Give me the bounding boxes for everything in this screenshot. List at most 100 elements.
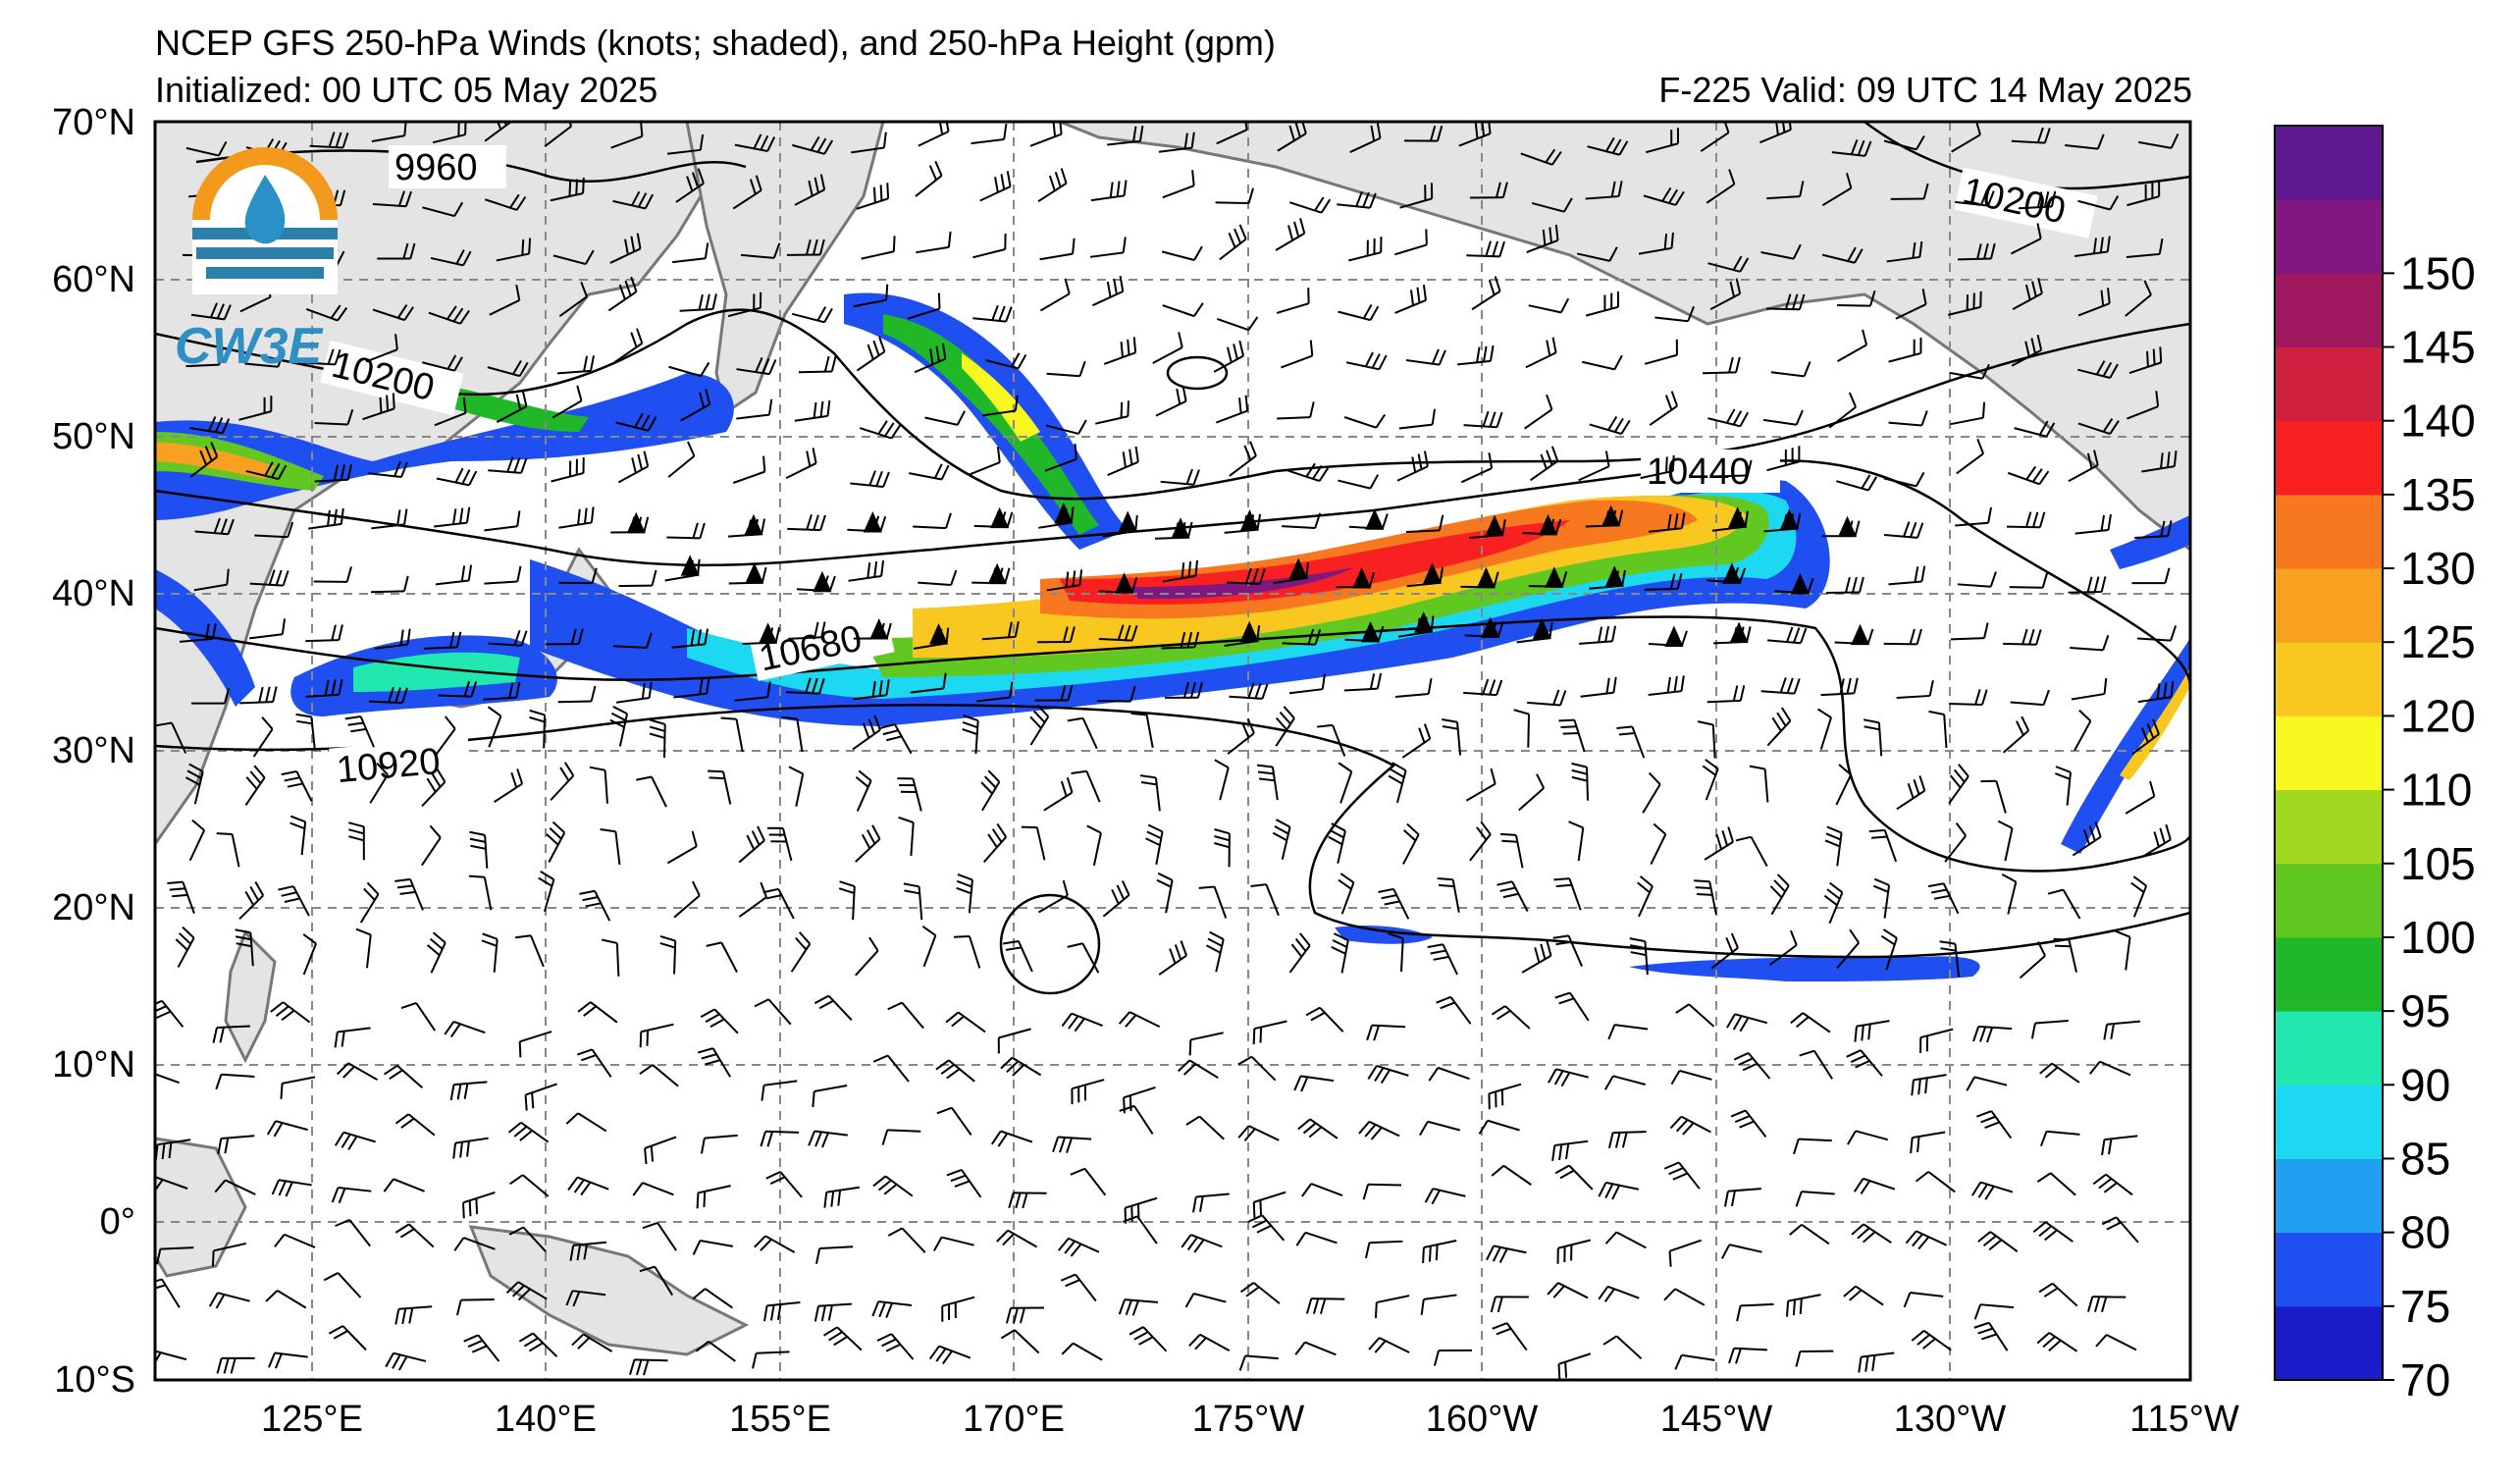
- asia-land: [155, 122, 709, 847]
- wind-barb: [680, 389, 711, 422]
- colorbar-label: 140: [2400, 396, 2476, 447]
- wind-barb: [1939, 940, 1961, 978]
- wind-barb: [434, 506, 471, 528]
- wind-barb: [859, 420, 902, 440]
- wind-barb: [1821, 515, 1861, 538]
- wind-barb: [235, 928, 254, 967]
- wind-barb: [1366, 1024, 1406, 1041]
- wind-barb: [2014, 420, 2056, 438]
- wind-barb: [1403, 125, 1444, 142]
- wind-barb: [853, 618, 892, 640]
- wind-barb: [848, 559, 885, 582]
- wind-barb: [968, 447, 1001, 476]
- wind-barb: [1883, 135, 1925, 151]
- lon-label-145w: 145°W: [1660, 1399, 1773, 1440]
- wind-barb: [1915, 1171, 1956, 1193]
- wind-barb: [1697, 720, 1716, 759]
- wind-barb: [1123, 1086, 1156, 1114]
- wind-barb: [1486, 1245, 1527, 1263]
- wind-barb: [1571, 762, 1589, 801]
- wind-barb: [1880, 928, 1898, 971]
- wind-barb: [617, 450, 650, 484]
- wind-barb: [1895, 289, 1927, 320]
- colorbar-label: 110: [2400, 765, 2472, 816]
- wind-barb: [1469, 514, 1506, 540]
- wind-barb: [238, 396, 273, 421]
- contour-low-20n: [999, 893, 1101, 995]
- wind-barb: [1288, 932, 1311, 974]
- wind-barb: [1288, 673, 1327, 695]
- colorbar-swatch: [2275, 1232, 2383, 1307]
- wind-barb: [509, 1174, 550, 1197]
- wind-barb: [1958, 242, 1996, 261]
- wind-barb: [673, 880, 701, 919]
- wind-barb: [1337, 191, 1377, 209]
- wind-barb: [618, 569, 657, 588]
- wind-barb: [463, 1334, 500, 1362]
- jet-coast-110kt: [2120, 667, 2190, 780]
- wind-barb: [2011, 334, 2043, 367]
- wind-barb: [1997, 820, 2014, 862]
- wind-barb: [1604, 1231, 1647, 1249]
- init-time: Initialized: 00 UTC 05 May 2025: [155, 70, 658, 110]
- wind-barb: [1338, 303, 1380, 322]
- wind-barb: [1910, 1131, 1946, 1154]
- wind-barb: [394, 1223, 435, 1248]
- wind-barb: [1966, 1076, 2008, 1091]
- wind-barb: [184, 763, 204, 805]
- wind-barb: [1735, 835, 1768, 868]
- colorbar-swatch: [2275, 1305, 2383, 1381]
- wind-barb: [2055, 766, 2073, 806]
- wind-barb: [1155, 385, 1187, 417]
- wind-barb: [1663, 1288, 1706, 1306]
- wind-barb: [1436, 995, 1472, 1025]
- wind-barb: [1213, 340, 1245, 373]
- wind-barb: [2010, 689, 2050, 707]
- wind-barb: [2006, 511, 2046, 529]
- wind-barb: [921, 925, 937, 968]
- wind-barb: [1767, 626, 1808, 645]
- wind-barb: [271, 1179, 312, 1197]
- wind-barb: [600, 828, 621, 866]
- wind-barb: [1368, 1337, 1410, 1353]
- wind-barb: [1654, 305, 1695, 323]
- wind-barb: [855, 769, 872, 812]
- wind-barb: [935, 1059, 975, 1083]
- wind-barb: [1405, 348, 1446, 366]
- wind-barb: [434, 397, 467, 427]
- wind-barb: [763, 1300, 801, 1322]
- wind-barb: [1496, 880, 1529, 912]
- contour-label-9960: 9960: [394, 147, 478, 188]
- wind-barb: [1184, 1293, 1227, 1308]
- wind-barb: [344, 715, 375, 748]
- wind-barb: [1397, 611, 1435, 638]
- wind-barb: [822, 1326, 863, 1351]
- wind-barb: [2039, 1062, 2080, 1084]
- wind-barb: [1670, 1069, 1712, 1086]
- wind-barb: [1736, 1302, 1774, 1322]
- wind-barb: [982, 822, 1008, 863]
- wind-barb: [1067, 716, 1098, 750]
- wind-barb: [487, 359, 529, 378]
- wind-barb: [278, 885, 310, 917]
- wind-barb: [377, 242, 416, 260]
- wind-barb: [1000, 1329, 1040, 1354]
- wind-barb: [369, 686, 408, 705]
- wind-barb: [1957, 571, 1997, 588]
- wind-barb: [254, 521, 294, 539]
- map-frame: [153, 120, 2192, 1382]
- contour-10200: [155, 308, 2190, 501]
- wind-barb: [971, 123, 1008, 145]
- wind-barb: [481, 932, 499, 973]
- wind-barb: [1694, 879, 1717, 915]
- wind-barb: [736, 398, 773, 420]
- lon-label-115w: 115°W: [2129, 1399, 2239, 1440]
- wind-barb: [1872, 877, 1891, 919]
- wind-barb: [557, 685, 597, 704]
- wind-barb: [2095, 1334, 2137, 1351]
- wind-barb: [190, 687, 231, 705]
- wind-barb: [1858, 1351, 1895, 1373]
- wind-barb: [281, 769, 313, 802]
- colorbar-label: 95: [2400, 985, 2450, 1036]
